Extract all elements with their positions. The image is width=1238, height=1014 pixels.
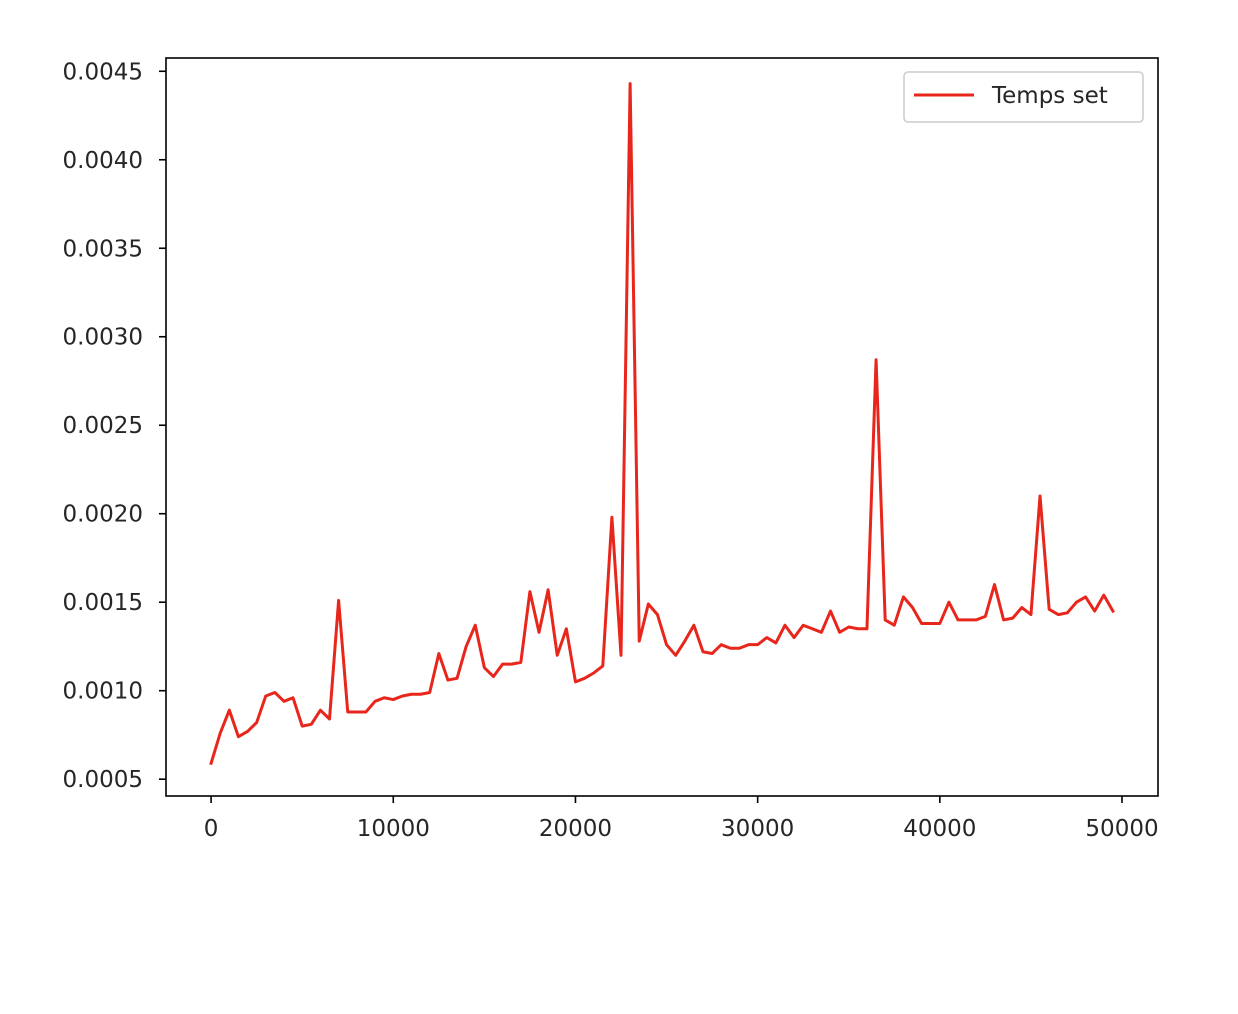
x-tick-label: 50000 [1085,816,1158,842]
y-tick-label: 0.0030 [63,325,143,351]
series-line-temps-set [209,82,1115,766]
x-tick-label: 40000 [903,816,976,842]
y-tick-label: 0.0045 [63,59,143,85]
x-tick-label: 20000 [539,816,612,842]
y-tick-label: 0.0020 [63,502,143,528]
y-tick-label: 0.0010 [63,679,143,705]
legend: Temps set [903,71,1144,123]
legend-box [903,71,1144,123]
plot-frame [165,57,1159,797]
x-tick-label: 10000 [357,816,430,842]
x-axis: 0 10000 20000 30000 40000 50000 [204,796,1159,842]
series-layer [209,82,1115,766]
y-tick-label: 0.0040 [63,148,143,174]
y-tick-label: 0.0015 [63,590,143,616]
y-tick-label: 0.0005 [63,767,143,793]
y-axis: 0.0005 0.0010 0.0015 0.0020 0.0025 0.0030 0.00… [63,59,166,793]
y-tick-label: 0.0025 [63,413,143,439]
plot-area [166,58,1158,796]
legend-label: Temps set [991,83,1108,109]
x-tick-label: 0 [204,816,219,842]
y-tick-label: 0.0035 [63,236,143,262]
x-tick-label: 30000 [721,816,794,842]
